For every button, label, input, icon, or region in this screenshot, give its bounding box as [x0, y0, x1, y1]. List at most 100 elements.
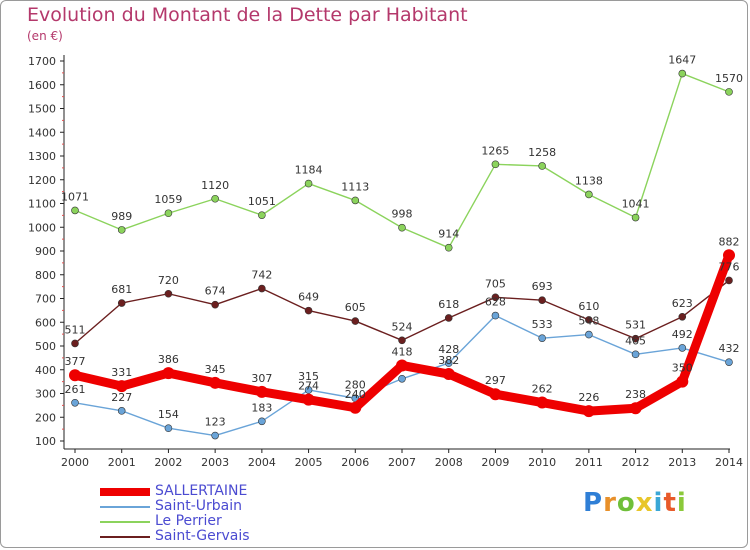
data-point: [676, 375, 689, 388]
data-label: 345: [205, 363, 226, 376]
legend-label: Saint-Gervais: [155, 528, 250, 544]
data-label: 227: [111, 391, 132, 404]
data-point: [398, 223, 406, 232]
data-label: 1059: [154, 193, 182, 206]
x-tick-label: 2008: [435, 456, 463, 469]
data-point: [631, 334, 640, 343]
x-tick-label: 2003: [201, 456, 229, 469]
x-tick-label: 2005: [295, 456, 323, 469]
data-label: 386: [158, 353, 179, 366]
data-point: [538, 296, 546, 304]
data-point: [489, 388, 502, 401]
x-tick-label: 2001: [108, 456, 136, 469]
legend-swatch: [100, 488, 150, 496]
y-tick-label: 1300: [28, 150, 56, 163]
data-point: [491, 160, 500, 169]
data-point: [351, 196, 360, 205]
unit-label: (en €): [27, 29, 63, 43]
y-tick-label: 1000: [28, 221, 56, 234]
data-label: 1647: [668, 54, 696, 67]
data-point: [258, 211, 266, 219]
data-label: 428: [438, 343, 459, 356]
data-point: [725, 358, 733, 366]
data-point: [398, 336, 406, 345]
data-point: [255, 385, 268, 398]
data-label: 262: [532, 383, 553, 396]
data-label: 226: [578, 391, 599, 404]
data-label: 1041: [622, 198, 650, 211]
x-tick-label: 2009: [481, 456, 509, 469]
legend-label: Le Perrier: [155, 513, 222, 529]
data-label: 240: [345, 388, 366, 401]
data-point: [209, 376, 222, 389]
data-point: [678, 344, 687, 352]
data-point: [585, 316, 593, 324]
data-label: 465: [625, 334, 646, 347]
data-label: 1570: [715, 72, 743, 85]
data-label: 674: [205, 285, 226, 298]
data-point: [678, 69, 687, 78]
data-point: [302, 393, 315, 406]
y-tick-label: 700: [35, 293, 56, 306]
data-label: 533: [532, 318, 553, 331]
data-point: [164, 424, 173, 432]
data-label: 618: [438, 298, 459, 311]
data-point: [538, 334, 546, 342]
data-point: [678, 312, 687, 321]
x-tick-label: 2011: [575, 456, 603, 469]
data-point: [304, 386, 313, 394]
data-point: [71, 398, 79, 407]
data-point: [258, 284, 266, 293]
data-point: [491, 311, 500, 320]
y-tick-label: 800: [35, 269, 56, 282]
data-label: 628: [485, 296, 506, 309]
data-point: [258, 417, 266, 426]
y-tick-label: 100: [35, 435, 56, 448]
data-label: 914: [438, 228, 459, 241]
data-label: 1184: [295, 164, 323, 177]
x-tick-label: 2004: [248, 456, 276, 469]
data-point: [723, 249, 735, 262]
data-point: [585, 190, 593, 199]
x-tick-label: 2010: [528, 456, 556, 469]
y-tick-label: 900: [35, 245, 56, 258]
x-tick-label: 2000: [61, 456, 89, 469]
data-label: 989: [111, 210, 132, 223]
y-tick-label: 1500: [28, 103, 56, 116]
data-point: [536, 396, 549, 409]
data-label: 531: [625, 319, 646, 332]
data-label: 274: [298, 380, 319, 393]
data-point: [211, 194, 219, 203]
data-label: 331: [111, 366, 132, 379]
data-point: [117, 226, 126, 234]
data-point: [398, 374, 406, 383]
x-tick-label: 2013: [668, 456, 696, 469]
x-tick-label: 2002: [154, 456, 182, 469]
y-tick-label: 1700: [28, 55, 56, 68]
data-point: [164, 209, 173, 218]
legend-swatch: [100, 536, 150, 538]
data-label: 315: [298, 370, 319, 383]
data-label: 705: [485, 277, 506, 290]
data-point: [304, 179, 313, 188]
data-point: [115, 380, 128, 393]
y-tick-label: 1600: [28, 79, 56, 92]
y-tick-label: 300: [35, 388, 56, 401]
data-point: [631, 350, 640, 359]
y-tick-label: 600: [35, 316, 56, 329]
data-point: [349, 401, 362, 414]
data-label: 418: [392, 345, 413, 358]
y-tick-label: 500: [35, 340, 56, 353]
data-label: 548: [578, 315, 599, 328]
data-label: 511: [65, 323, 86, 336]
data-point: [725, 88, 733, 96]
data-point: [444, 314, 453, 322]
data-point: [117, 299, 126, 307]
data-label: 280: [345, 378, 366, 391]
data-point: [444, 243, 453, 252]
data-label: 882: [719, 235, 740, 248]
data-point: [491, 293, 500, 302]
legend-label: Saint-Urbain: [155, 498, 243, 514]
data-label: 382: [438, 354, 459, 367]
